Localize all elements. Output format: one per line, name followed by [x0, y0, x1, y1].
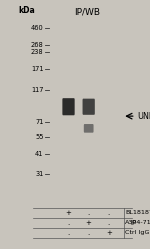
- Text: .: .: [67, 230, 70, 236]
- Text: .: .: [108, 210, 110, 216]
- Text: +: +: [86, 220, 92, 226]
- Text: kDa: kDa: [18, 6, 35, 15]
- Text: +: +: [66, 210, 71, 216]
- FancyBboxPatch shape: [82, 99, 95, 115]
- Text: 55: 55: [35, 134, 44, 140]
- Text: 171: 171: [31, 66, 44, 72]
- Text: IP: IP: [130, 220, 137, 226]
- Text: BL18187: BL18187: [125, 210, 150, 215]
- Text: 31: 31: [35, 171, 44, 177]
- Text: 117: 117: [31, 87, 44, 93]
- Text: +: +: [106, 230, 112, 236]
- Text: 238: 238: [31, 49, 44, 55]
- Text: IP/WB: IP/WB: [74, 7, 100, 16]
- Text: .: .: [67, 220, 70, 226]
- Text: A304-713A: A304-713A: [125, 220, 150, 225]
- Text: 268: 268: [31, 42, 43, 48]
- Text: .: .: [88, 230, 90, 236]
- Text: UNK: UNK: [137, 112, 150, 121]
- Text: 41: 41: [35, 151, 44, 157]
- Text: 460: 460: [31, 25, 43, 31]
- Text: 71: 71: [35, 119, 44, 125]
- FancyBboxPatch shape: [84, 124, 94, 133]
- Text: Ctrl IgG: Ctrl IgG: [125, 230, 150, 235]
- FancyBboxPatch shape: [62, 98, 75, 115]
- Text: .: .: [88, 210, 90, 216]
- Text: .: .: [108, 220, 110, 226]
